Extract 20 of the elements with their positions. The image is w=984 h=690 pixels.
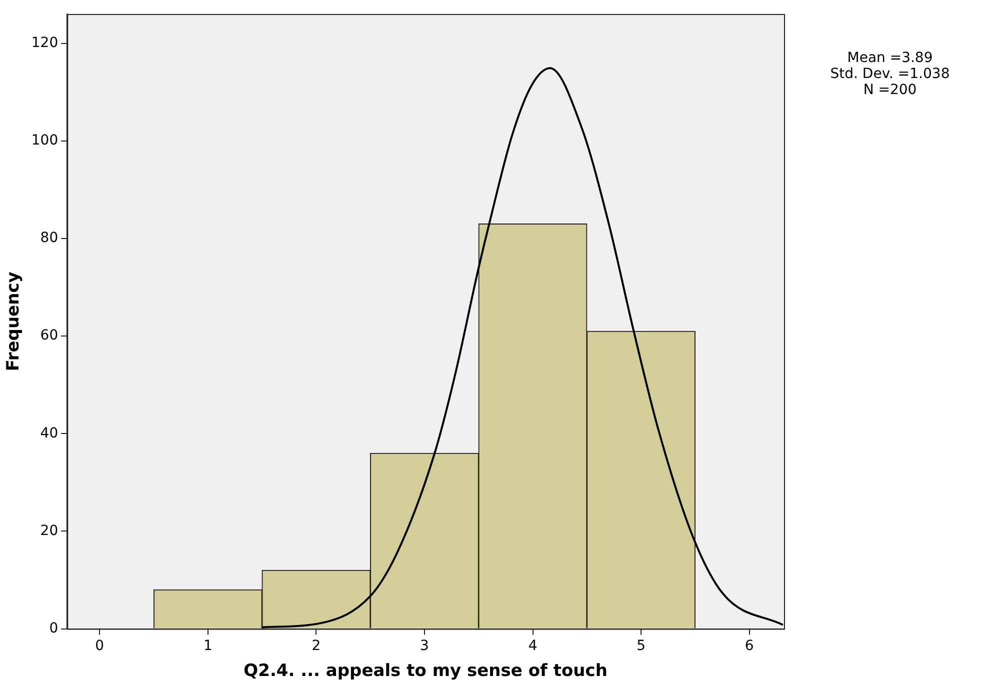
y-tick-label: 120: [31, 34, 58, 51]
y-tick-label: 0: [49, 620, 58, 636]
text: N =200: [862, 82, 918, 98]
y-axis-title: Frequency: [4, 272, 24, 372]
y-tick-label: 100: [31, 132, 58, 149]
y-tick-label: 40: [40, 425, 58, 442]
x-tick-label: 3: [420, 638, 429, 654]
line-series: [261, 67, 784, 628]
y-tick-label: 80: [40, 230, 58, 246]
x-axis-title: Q2.4. ... appeals to my sense of touch: [244, 661, 608, 682]
text: Std. Dev. =1.038: [829, 66, 951, 82]
x-tick-label: 2: [312, 638, 321, 654]
x-tick-label: 4: [528, 638, 538, 654]
y-tick-label: 60: [40, 328, 58, 344]
text: Mean =3.89: [846, 50, 934, 66]
x-tick-label: 6: [744, 638, 754, 654]
y-tick-label: 20: [40, 522, 58, 539]
x-tick-label: 5: [636, 638, 646, 654]
x-tick-label: 1: [203, 638, 212, 654]
x-tick-label: 0: [95, 638, 104, 654]
